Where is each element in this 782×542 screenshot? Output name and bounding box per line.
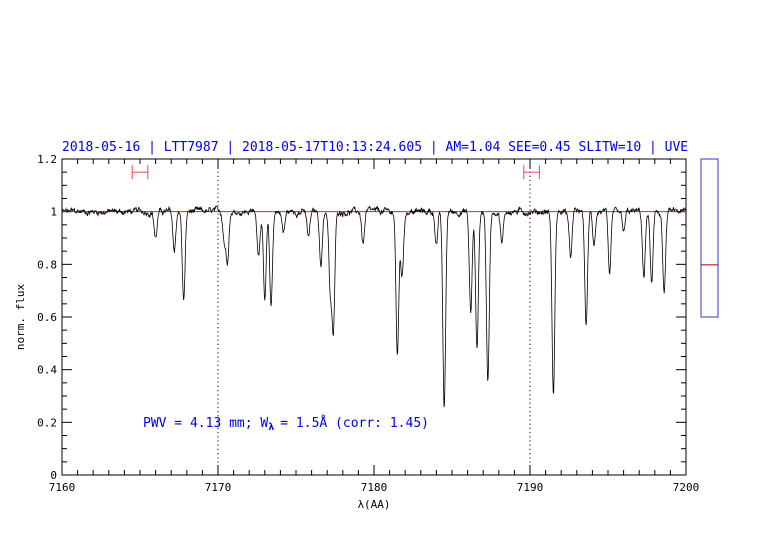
y-tick-label: 0.4	[37, 364, 57, 377]
y-tick-label: 1	[50, 206, 57, 219]
y-tick-label: 0	[50, 469, 57, 482]
y-axis-label: norm. flux	[14, 284, 27, 351]
pwv-text: PWV = 4.13 mm; W	[143, 416, 268, 431]
range-marker	[523, 165, 540, 180]
w-value-text: = 1.5Å (corr: 1.45)	[280, 415, 429, 431]
x-tick-label: 7180	[361, 481, 388, 494]
y-tick-label: 0.6	[37, 311, 57, 324]
range-marker	[131, 165, 149, 180]
x-tick-label: 7160	[49, 481, 76, 494]
axis-ticks: 7160 7170 7180 7190 7200 0 0.2 0.4 0.6 0.8 1 1.2	[37, 153, 699, 494]
x-tick-label: 7200	[673, 481, 700, 494]
chart-title: 2018-05-16 | LTT7987 | 2018-05-17T10:13:…	[62, 140, 688, 155]
range-markers	[131, 165, 540, 180]
y-tick-label: 0.2	[37, 416, 57, 429]
y-tick-label: 1.2	[37, 153, 57, 166]
side-panel-frame	[700, 158, 719, 318]
x-tick-label: 7170	[205, 481, 232, 494]
x-axis-label: λ(AA)	[357, 498, 390, 511]
x-tick-label: 7190	[517, 481, 544, 494]
y-tick-label: 0.8	[37, 258, 57, 271]
pwv-annotation: PWV = 4.13 mm; Wλ = 1.5Å (corr: 1.45)	[143, 415, 429, 433]
w-subscript: λ	[268, 422, 274, 433]
spectrum-line	[61, 205, 687, 408]
